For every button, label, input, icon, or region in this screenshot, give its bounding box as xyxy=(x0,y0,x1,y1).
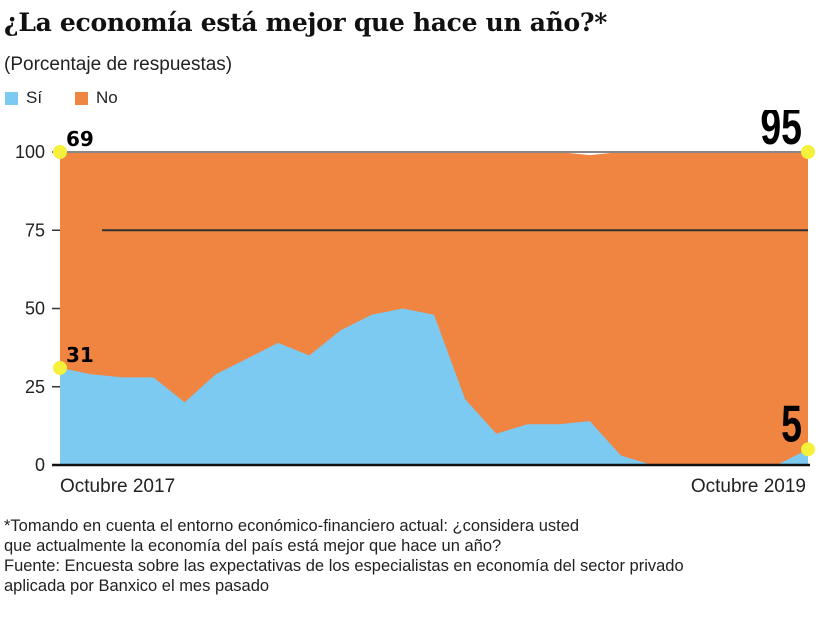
y-tick-label: 0 xyxy=(35,455,45,475)
data-label: 69 xyxy=(66,127,94,151)
highlight-dot xyxy=(53,360,67,375)
legend-label-no: No xyxy=(96,88,118,107)
data-label: 95 xyxy=(760,110,802,155)
area-chart: 0 25 50 75 100 Octubre 2017 Octubre 2019 69 31 95… xyxy=(15,110,815,497)
y-tick-label: 75 xyxy=(25,220,45,240)
highlight-dot xyxy=(801,145,815,159)
data-label: 31 xyxy=(66,343,94,367)
source-line: aplicada por Banxico el mes pasado xyxy=(4,577,270,595)
legend-swatch-no xyxy=(75,91,88,105)
chart-subtitle: (Porcentaje de respuestas) xyxy=(4,54,233,75)
area-si xyxy=(60,308,808,465)
highlight-dot xyxy=(801,442,815,457)
footnote-line: *Tomando en cuenta el entorno económico-… xyxy=(4,517,580,535)
footnote-line: que actualmente la economía del país est… xyxy=(4,537,502,555)
legend-item-no: No xyxy=(75,88,118,108)
y-tick-label: 50 xyxy=(25,299,45,319)
x-tick-label: Octubre 2017 xyxy=(60,476,175,497)
footnotes: *Tomando en cuenta el entorno económico-… xyxy=(4,516,684,596)
chart-title: ¿La economía está mejor que hace un año?… xyxy=(4,8,608,37)
legend-item-si: Sí xyxy=(5,88,42,108)
y-tick-label: 25 xyxy=(25,377,45,397)
y-tick-label: 100 xyxy=(15,142,45,162)
highlight-dot xyxy=(53,145,67,159)
legend-label-si: Sí xyxy=(26,88,43,107)
legend-swatch-si xyxy=(5,91,18,105)
data-label: 5 xyxy=(781,394,802,453)
x-tick-label: Octubre 2019 xyxy=(691,476,806,497)
source-line: Fuente: Encuesta sobre las expectativas … xyxy=(4,557,684,575)
